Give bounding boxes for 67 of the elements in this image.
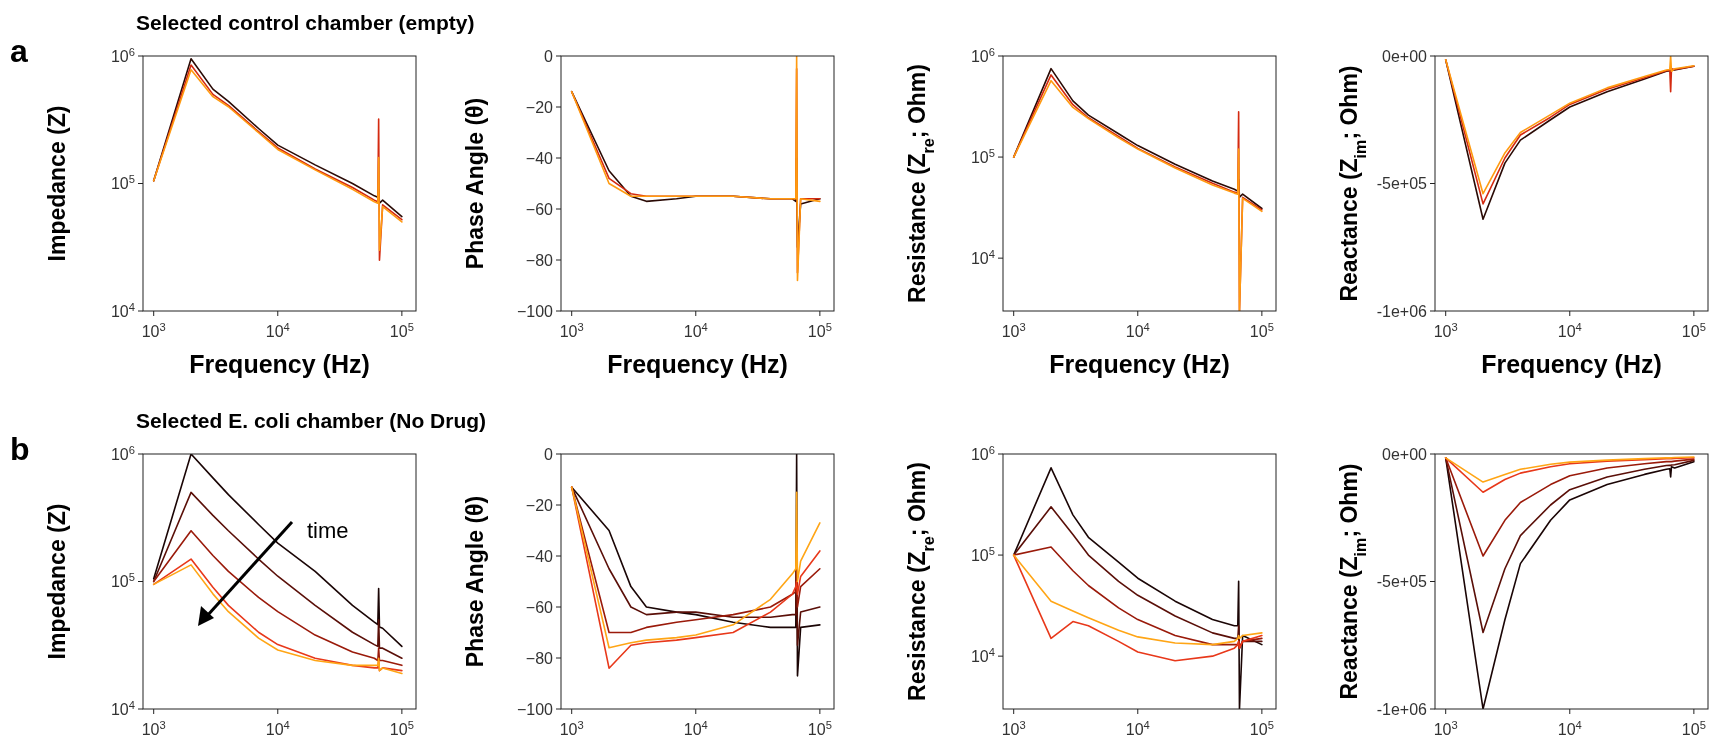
x-tick-label: 10$^{5}$ xyxy=(389,321,414,340)
chart-title: Selected E. coli chamber (No Drug) xyxy=(136,409,487,432)
y-tick-label: −100 xyxy=(516,700,554,718)
y-tick-label: −20 xyxy=(525,98,554,116)
y-tick-label: -5e+05 xyxy=(1376,573,1428,591)
x-tick-label: 10$^{3}$ xyxy=(1433,321,1458,340)
y-tick-label: 10$^{4}$ xyxy=(110,300,135,320)
x-tick-label: 10$^{3}$ xyxy=(559,321,584,340)
chart-title: Selected control chamber (empty) xyxy=(136,11,475,34)
x-tick-label: 10$^{4}$ xyxy=(1557,321,1582,340)
y-tick-label: 10$^{6}$ xyxy=(110,45,135,65)
annotation: time xyxy=(307,518,349,543)
y-tick-label: 10$^{4}$ xyxy=(110,698,135,718)
x-tick-label: 10$^{5}$ xyxy=(807,719,832,738)
y-tick-label: 0e+00 xyxy=(1382,445,1428,463)
y-tick-label: 10$^{4}$ xyxy=(970,645,995,665)
x-axis-title: Frequency (Hz) xyxy=(1481,350,1662,378)
x-tick-label: 10$^{4}$ xyxy=(265,321,290,340)
y-tick-label: −60 xyxy=(525,598,554,616)
y-axis-title: Impedance (Z) xyxy=(44,503,70,660)
y-tick-label: −60 xyxy=(525,200,554,218)
x-axis-title: Frequency (Hz) xyxy=(1049,350,1230,378)
x-tick-label: 10$^{4}$ xyxy=(1557,719,1582,738)
y-tick-label: −80 xyxy=(525,649,554,667)
x-tick-label: 10$^{4}$ xyxy=(683,321,708,340)
y-tick-label: 0e+00 xyxy=(1382,47,1428,65)
y-tick-label: −20 xyxy=(525,496,554,514)
x-tick-label: 10$^{4}$ xyxy=(265,719,290,738)
x-tick-label: 10$^{3}$ xyxy=(141,321,166,340)
x-tick-label: 10$^{3}$ xyxy=(141,719,166,738)
y-axis-title: Phase Angle (θ) xyxy=(462,495,488,668)
y-tick-label: 10$^{5}$ xyxy=(110,571,135,591)
x-tick-label: 10$^{3}$ xyxy=(559,719,584,738)
x-tick-label: 10$^{4}$ xyxy=(1125,719,1150,738)
x-axis-title: Frequency (Hz) xyxy=(189,350,370,378)
x-tick-label: 10$^{5}$ xyxy=(1249,321,1274,340)
y-tick-label: 10$^{5}$ xyxy=(110,173,135,193)
x-tick-label: 10$^{4}$ xyxy=(1125,321,1150,340)
x-tick-label: 10$^{5}$ xyxy=(1681,321,1706,340)
y-tick-label: 10$^{5}$ xyxy=(970,146,995,166)
y-axis-title: Impedance (Z) xyxy=(44,105,70,262)
y-tick-label: 10$^{5}$ xyxy=(970,544,995,564)
x-tick-label: 10$^{3}$ xyxy=(1001,719,1026,738)
x-tick-label: 10$^{5}$ xyxy=(1249,719,1274,738)
x-tick-label: 10$^{5}$ xyxy=(807,321,832,340)
x-tick-label: 10$^{3}$ xyxy=(1001,321,1026,340)
x-tick-label: 10$^{3}$ xyxy=(1433,719,1458,738)
x-axis-title: Frequency (Hz) xyxy=(607,350,788,378)
x-tick-label: 10$^{5}$ xyxy=(1681,719,1706,738)
y-axis-title: Phase Angle (θ) xyxy=(462,97,488,270)
y-tick-label: −80 xyxy=(525,251,554,269)
text: b xyxy=(10,431,30,467)
y-tick-label: 10$^{6}$ xyxy=(970,443,995,463)
y-tick-label: 10$^{6}$ xyxy=(110,443,135,463)
y-tick-label: −100 xyxy=(516,302,554,320)
y-tick-label: 0 xyxy=(544,47,554,65)
x-tick-label: 10$^{5}$ xyxy=(389,719,414,738)
y-tick-label: 10$^{6}$ xyxy=(970,45,995,65)
y-tick-label: 10$^{4}$ xyxy=(970,247,995,267)
y-tick-label: -5e+05 xyxy=(1376,175,1428,193)
x-tick-label: 10$^{4}$ xyxy=(683,719,708,738)
y-tick-label: −40 xyxy=(525,547,554,565)
y-tick-label: -1e+06 xyxy=(1376,700,1428,718)
y-tick-label: −40 xyxy=(525,149,554,167)
y-tick-label: -1e+06 xyxy=(1376,302,1428,320)
y-tick-label: 0 xyxy=(544,445,554,463)
text: a xyxy=(10,33,28,69)
